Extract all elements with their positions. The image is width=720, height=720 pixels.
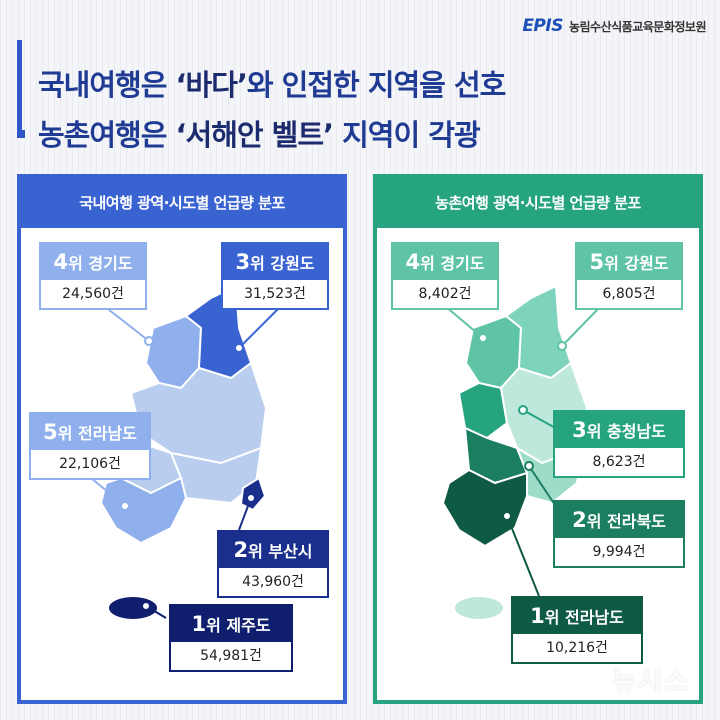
page-title: 국내여행은 ‘바다’와 인접한 지역을 선호 농촌여행은 ‘서해안 벨트’ 지역… xyxy=(38,60,506,160)
connector-gyeonggi xyxy=(444,305,484,339)
publisher-logo: EPIS 농림수산식품교육문화정보원 xyxy=(522,16,706,36)
rank-label: 2위 전라북도 xyxy=(555,502,683,538)
rank-card-jeonnam: 1위 전라남도 10,216건 xyxy=(511,596,643,664)
rank-label: 3위 충청남도 xyxy=(555,412,683,448)
publisher-name: 농림수산식품교육문화정보원 xyxy=(568,19,707,34)
rank-card-jeonbuk: 2위 전라북도 9,994건 xyxy=(553,500,685,568)
rank-label: 4위 경기도 xyxy=(393,244,497,280)
rank-label: 4위 경기도 xyxy=(41,244,145,280)
region-jeju xyxy=(455,597,503,619)
title-line2-pre: 농촌여행은 xyxy=(38,118,176,152)
rural-travel-panel: 농촌여행 광역·시도별 언급량 분포 4위 경기도 8,402건 5위 강원도 … xyxy=(373,174,703,704)
connector-gyeonggi xyxy=(103,305,150,342)
title-line-2: 농촌여행은 ‘서해안 벨트’ 지역이 각광 xyxy=(38,110,505,160)
rank-card-gyeonggi: 4위 경기도 8,402건 xyxy=(391,242,499,310)
rank-card-gangwon: 5위 강원도 6,805건 xyxy=(575,242,683,310)
region-jeonnam xyxy=(441,468,528,548)
rank-label: 3위 강원도 xyxy=(223,244,327,280)
accent-square xyxy=(17,130,25,138)
connector-jeonbuk xyxy=(528,465,558,509)
domestic-travel-panel: 국내여행 광역·시도별 언급량 분포 4위 경기도 24,560건 3위 xyxy=(17,174,347,704)
rank-card-gyeonggi: 4위 경기도 24,560건 xyxy=(39,242,147,310)
rank-card-gangwon: 3위 강원도 31,523건 xyxy=(221,242,329,310)
accent-bar xyxy=(17,40,22,136)
mention-count: 9,994건 xyxy=(555,538,683,566)
rank-label: 5위 강원도 xyxy=(577,244,681,280)
mention-count: 31,523건 xyxy=(223,280,327,308)
mention-count: 22,106건 xyxy=(31,450,149,478)
mention-count: 43,960건 xyxy=(219,568,327,596)
mention-count: 10,216건 xyxy=(513,634,641,662)
rank-card-chungnam: 3위 충청남도 8,623건 xyxy=(553,410,685,478)
mention-count: 24,560건 xyxy=(41,280,145,308)
epis-logo-mark: EPIS xyxy=(522,16,563,36)
rank-card-jeonnam: 5위 전라남도 22,106건 xyxy=(29,412,151,480)
rank-card-jeju: 1위 제주도 54,981건 xyxy=(169,604,293,672)
title-line1-highlight: ‘바다’ xyxy=(175,68,248,102)
rank-label: 1위 전라남도 xyxy=(513,598,641,634)
panel-title: 농촌여행 광역·시도별 언급량 분포 xyxy=(377,178,699,228)
panel-title: 국내여행 광역·시도별 언급량 분포 xyxy=(21,178,343,228)
mention-count: 6,805건 xyxy=(577,280,681,308)
connector-busan xyxy=(238,497,252,531)
rank-label: 2위 부산시 xyxy=(219,532,327,568)
mention-count: 54,981건 xyxy=(171,642,291,670)
title-line2-highlight: ‘서해안 벨트’ xyxy=(175,118,335,152)
title-line2-post: 지역이 각광 xyxy=(333,118,480,152)
connector-jeonnam xyxy=(506,515,540,597)
connector-gangwon xyxy=(561,307,600,347)
region-central xyxy=(129,361,268,465)
connector-jeonnam xyxy=(90,477,126,507)
title-line1-pre: 국내여행은 xyxy=(38,68,176,102)
title-line-1: 국내여행은 ‘바다’와 인접한 지역을 선호 xyxy=(38,60,506,110)
rank-label: 1위 제주도 xyxy=(171,606,291,642)
korea-map-right xyxy=(441,284,600,619)
watermark: 뉴시스 xyxy=(612,667,690,697)
rank-card-busan: 2위 부산시 43,960건 xyxy=(217,530,329,598)
connector-gangwon xyxy=(238,307,280,349)
title-line1-post: 와 인접한 지역을 선호 xyxy=(246,68,506,102)
rank-label: 5위 전라남도 xyxy=(31,414,149,450)
mention-count: 8,623건 xyxy=(555,448,683,476)
region-jeonnam xyxy=(99,476,188,545)
mention-count: 8,402건 xyxy=(393,280,497,308)
